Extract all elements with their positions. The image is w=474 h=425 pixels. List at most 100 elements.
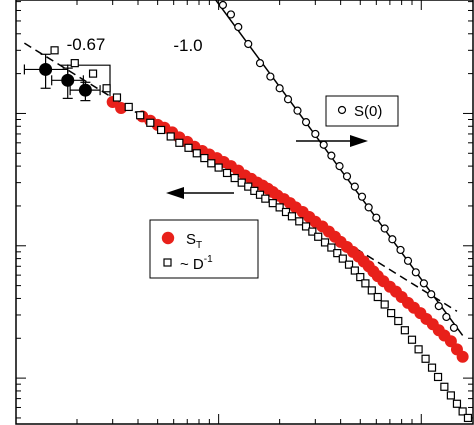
s0-point	[427, 290, 436, 299]
s0-point	[442, 312, 451, 322]
dinv-point	[427, 363, 437, 372]
s0-point	[301, 118, 311, 127]
dinv-point	[380, 300, 389, 309]
legend-dinv-main: ~ D	[180, 256, 204, 273]
dinv-point	[414, 345, 423, 354]
dinv-point	[207, 159, 216, 168]
dinv-point	[192, 149, 201, 158]
st-black-point	[78, 83, 92, 97]
dinv-point	[112, 93, 122, 102]
s0-point	[283, 95, 293, 104]
dinv-point	[338, 254, 347, 263]
st-point	[115, 101, 128, 114]
legend-left-box	[149, 219, 259, 279]
slope-label-dashed: -0.67	[67, 35, 106, 54]
s0-point	[244, 39, 253, 49]
dinv-point	[361, 279, 370, 288]
s0-point	[275, 84, 284, 93]
dinv-point	[458, 407, 467, 416]
dinv-point	[275, 203, 284, 212]
dinv-point	[440, 382, 449, 391]
arrow-left-head	[166, 187, 184, 199]
s0-point	[226, 10, 236, 19]
st-black-point	[39, 62, 53, 76]
dinv-point	[308, 227, 317, 236]
s0-point	[335, 162, 344, 171]
dinv-point	[320, 238, 330, 247]
dinv-point	[175, 138, 184, 147]
dinv-point	[166, 132, 175, 141]
st-black-point	[61, 73, 75, 87]
dinv-point	[287, 212, 297, 221]
arrow-right-head	[350, 135, 368, 147]
slope-label-solid: -1.0	[173, 36, 202, 55]
dinv-point	[88, 69, 98, 78]
dinv-point	[301, 222, 311, 231]
axes	[15, 0, 474, 425]
legend-s0-marker	[337, 105, 347, 115]
dinv-point	[214, 163, 223, 172]
dinv-point	[184, 143, 193, 152]
dinv-point	[350, 266, 359, 275]
dinv-point	[344, 260, 354, 269]
dinv-point	[327, 243, 336, 252]
s0-point	[357, 192, 367, 201]
dinv-point	[222, 168, 232, 178]
s0-point	[380, 224, 389, 233]
s0-point	[434, 302, 443, 311]
dinv-point	[421, 354, 430, 363]
legends: S(0) ST ~ D-1	[149, 95, 399, 279]
dinv-point	[333, 249, 342, 258]
dinv-point	[146, 118, 155, 127]
dinv-point	[50, 46, 59, 55]
legend-s0-label: S(0)	[354, 103, 382, 120]
st-point	[456, 350, 469, 363]
arrows	[166, 135, 368, 199]
s0-point	[255, 59, 265, 68]
plot-frame	[15, 0, 474, 425]
dinv-point	[433, 372, 443, 382]
dinv-point	[261, 194, 270, 203]
dinv-point	[314, 232, 323, 241]
dinv-point	[200, 153, 209, 163]
legend-st-marker	[161, 231, 175, 245]
dinv-point	[156, 125, 166, 135]
legend-st-sub: T	[196, 240, 202, 251]
dinv-point	[230, 173, 239, 183]
dinv-point	[407, 335, 417, 344]
s0-point	[319, 140, 328, 149]
s0-point	[403, 256, 413, 265]
dinv-point	[446, 391, 455, 400]
s0-point	[327, 151, 336, 160]
dinv-point	[70, 59, 79, 68]
dinv-point	[373, 292, 382, 302]
s0-point	[396, 245, 405, 255]
s0-point	[293, 106, 302, 115]
dinv-point	[463, 413, 473, 423]
dinv-point	[295, 217, 304, 226]
dinv-point	[387, 308, 396, 318]
s0-point	[372, 213, 381, 222]
dinv-point	[124, 102, 133, 112]
dinv-point	[356, 272, 365, 282]
dinv-point	[244, 182, 253, 191]
s0-point	[411, 268, 420, 277]
dinv-point	[136, 111, 145, 120]
s0-point	[350, 182, 359, 191]
dinv-point	[367, 286, 376, 295]
dinv-point	[394, 316, 403, 326]
legend-dinv-label: ~ D-1	[180, 254, 213, 273]
s0-point	[218, 0, 228, 10]
legend-dinv-marker	[163, 258, 172, 267]
legend-right-box	[325, 95, 399, 127]
legend-dinv-sup: -1	[204, 254, 213, 265]
s0-point	[449, 323, 459, 332]
dinv-point	[268, 199, 277, 208]
legend-st-main: S	[186, 231, 196, 248]
dinv-point	[102, 84, 111, 93]
s0-point	[364, 203, 373, 212]
data-points	[23, 0, 473, 423]
dinv-point	[452, 399, 462, 408]
legend-st-label: ST	[186, 231, 202, 251]
